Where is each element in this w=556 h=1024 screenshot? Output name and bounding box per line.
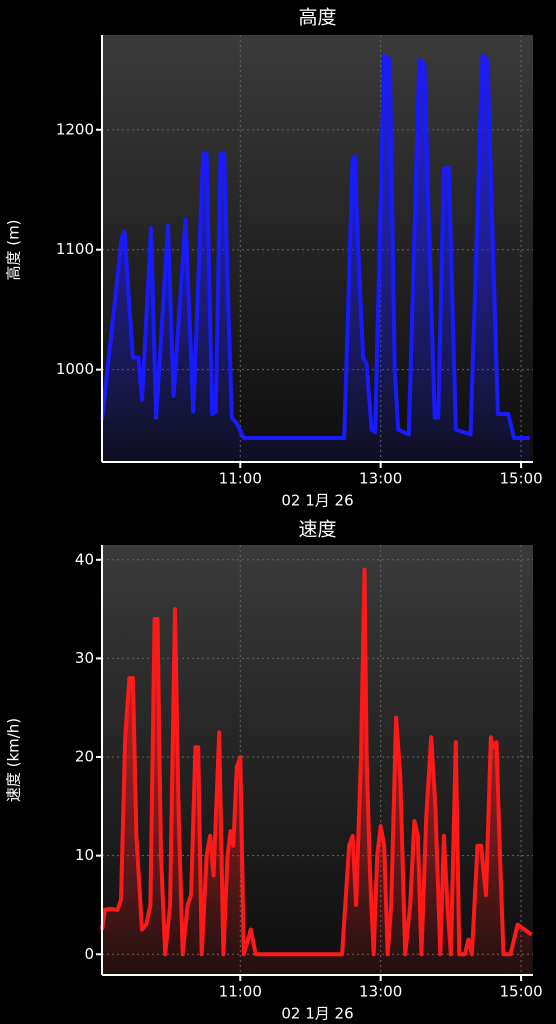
data-line — [100, 53, 530, 440]
x-axis-label: 02 1月 26 — [281, 492, 353, 510]
y-tick-label: 0 — [84, 945, 94, 963]
y-tick-label: 20 — [75, 748, 94, 766]
x-tick-label: 15:00 — [499, 470, 542, 488]
y-axis-label: 速度 (km/h) — [5, 718, 23, 802]
y-tick-label: 1200 — [56, 120, 94, 138]
area-fill — [102, 55, 530, 463]
x-tick-label: 11:00 — [219, 983, 262, 1001]
x-tick-label: 15:00 — [499, 983, 542, 1001]
y-tick-label: 30 — [75, 649, 94, 667]
area-fill — [102, 569, 532, 975]
y-axis-label: 高度 (m) — [5, 219, 23, 280]
data-line — [100, 567, 533, 957]
chart-title: 高度 — [298, 7, 336, 29]
chart-title: 速度 — [298, 519, 336, 541]
x-tick-label: 11:00 — [219, 470, 262, 488]
y-tick-label: 40 — [75, 550, 94, 568]
plot-background — [102, 545, 533, 975]
x-axis-label: 02 1月 26 — [281, 1005, 353, 1023]
x-tick-label: 13:00 — [359, 470, 402, 488]
x-tick-label: 13:00 — [359, 983, 402, 1001]
y-tick-label: 1100 — [56, 240, 94, 258]
y-tick-label: 1000 — [56, 360, 94, 378]
y-tick-label: 10 — [75, 846, 94, 864]
